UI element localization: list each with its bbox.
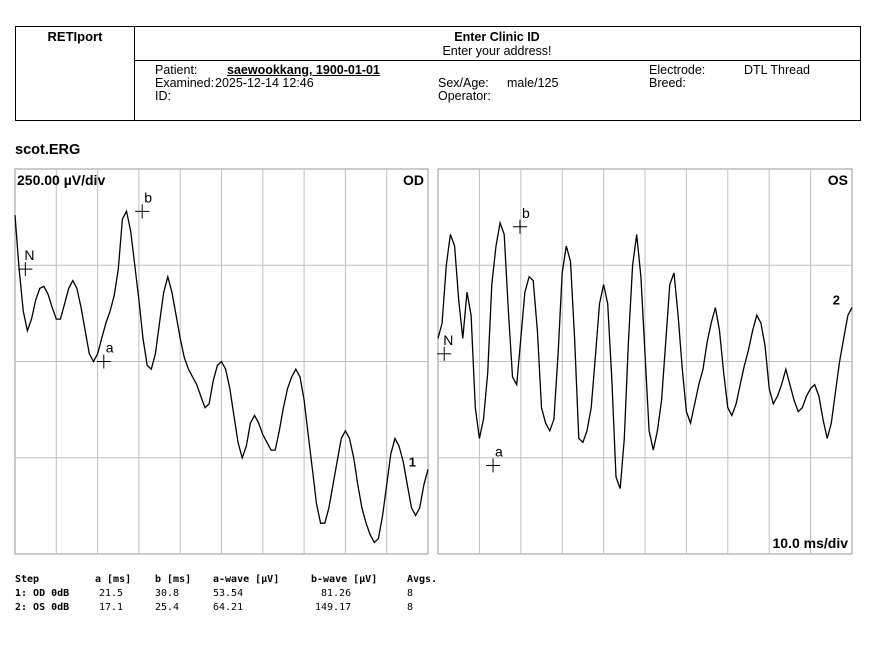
col-b-wave: b-wave [µV] — [311, 574, 378, 585]
col-avgs: Avgs. — [407, 574, 438, 585]
trace-number: 2 — [833, 293, 840, 308]
trace-number: 1 — [409, 454, 416, 469]
erg-trace — [14, 209, 429, 544]
clinic-address: Enter your address! — [442, 44, 552, 58]
row-b-wave: 81.26 — [321, 588, 352, 599]
electrode-value: DTL Thread — [744, 63, 811, 77]
clinic-block: Enter Clinic ID Enter your address! — [134, 27, 860, 61]
patient-value: saewookkang, 1900-01-01 — [227, 63, 380, 77]
clinic-id: Enter Clinic ID — [454, 30, 540, 44]
operator-label: Operator: — [438, 89, 491, 103]
marker-label: a — [106, 340, 114, 356]
erg-trace — [437, 220, 853, 489]
x-scale-label: 10.0 ms/div — [773, 535, 849, 551]
marker-label: N — [443, 332, 453, 348]
eye-label: OD — [403, 172, 424, 188]
row-a-wave: 64.21 — [213, 602, 244, 613]
table-row: 1: OD 0dB 21.5 30.8 53.54 81.26 8 — [15, 588, 635, 602]
patient-info: Patient: saewookkang, 1900-01-01 Examine… — [134, 61, 860, 120]
app-name-cell: RETIport — [16, 27, 135, 120]
col-a-wave: a-wave [µV] — [213, 574, 280, 585]
col-b-ms: b [ms] — [155, 574, 192, 585]
row-avgs: 8 — [407, 588, 414, 599]
results-table: Step a [ms] b [ms] a-wave [µV] b-wave [µ… — [15, 574, 635, 616]
row-a-ms: 21.5 — [99, 588, 124, 599]
header-info: Enter Clinic ID Enter your address! Pati… — [134, 27, 860, 120]
row-a-ms: 17.1 — [99, 602, 124, 613]
col-a-ms: a [ms] — [95, 574, 132, 585]
od-panel: Na b 1 OD 250.00 µV/div — [14, 168, 429, 555]
os-panel: Na b 2 OS 10.0 ms/div — [437, 168, 853, 555]
patient-label: Patient: — [155, 63, 198, 77]
marker-label: a — [495, 443, 503, 459]
report-header: RETIport Enter Clinic ID Enter your addr… — [15, 26, 861, 121]
examined-value: 2025-12-14 12:46 — [215, 76, 314, 90]
app-name: RETIport — [47, 29, 103, 44]
breed-label: Breed: — [649, 76, 686, 90]
row-step: 2: OS 0dB — [15, 602, 70, 613]
protocol-title: scot.ERG — [15, 142, 81, 158]
row-b-ms: 25.4 — [155, 602, 180, 613]
marker-label: b — [522, 205, 530, 221]
sexage-label: Sex/Age: — [438, 76, 489, 90]
row-avgs: 8 — [407, 602, 414, 613]
y-scale-label: 250.00 µV/div — [17, 172, 105, 188]
row-step: 1: OD 0dB — [15, 588, 70, 599]
marker-label: N — [24, 247, 34, 263]
eye-label: OS — [828, 172, 848, 188]
row-a-wave: 53.54 — [213, 588, 244, 599]
marker-label: b — [144, 189, 152, 205]
results-header-row: Step a [ms] b [ms] a-wave [µV] b-wave [µ… — [15, 574, 635, 588]
id-label: ID: — [155, 89, 171, 103]
examined-label: Examined: — [155, 76, 215, 90]
sexage-value: male/125 — [507, 76, 559, 90]
table-row: 2: OS 0dB 17.1 25.4 64.21 149.17 8 — [15, 602, 635, 616]
row-b-wave: 149.17 — [315, 602, 352, 613]
row-b-ms: 30.8 — [155, 588, 180, 599]
col-step: Step — [15, 574, 40, 585]
electrode-label: Electrode: — [649, 63, 706, 77]
